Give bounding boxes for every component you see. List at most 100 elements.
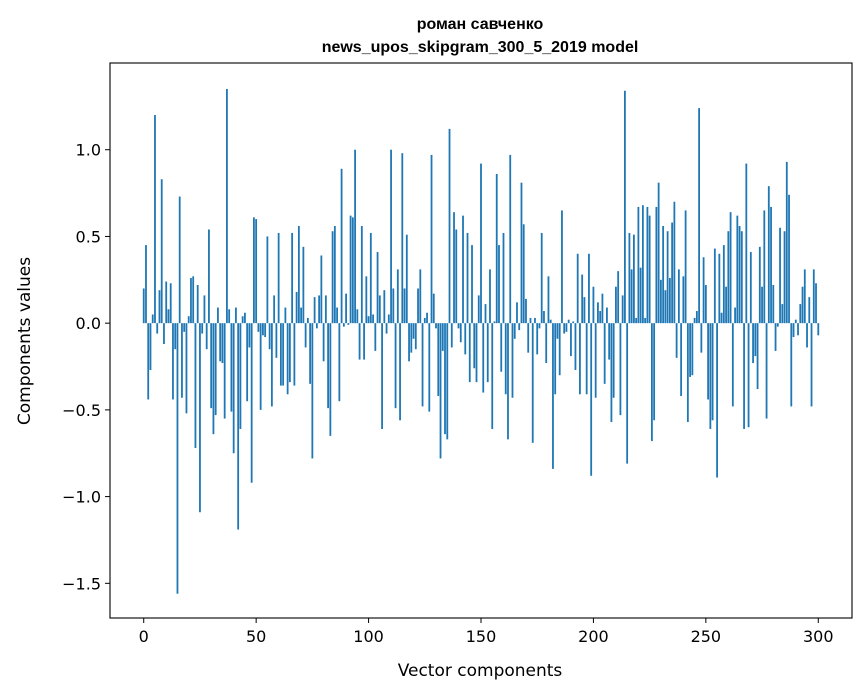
bar-33 [217,307,219,324]
bar-139 [455,229,458,324]
bar-236 [673,201,676,324]
bar-101 [369,232,372,324]
bar-79 [320,255,323,324]
bar-35 [221,323,224,364]
bar-192 [574,323,577,370]
bar-160 [502,232,505,324]
bar-179 [545,323,548,364]
bar-164 [511,323,514,398]
bar-174 [534,317,536,324]
bar-279 [770,206,772,324]
bar-199 [590,323,593,476]
bar-276 [763,210,766,324]
bar-80 [322,323,325,362]
bar-0 [142,288,145,324]
bar-84 [331,231,334,324]
bar-97 [360,226,363,324]
bar-87 [338,323,341,402]
bar-157 [495,174,498,324]
bar-72 [304,323,307,348]
bar-246 [695,311,698,324]
bar-260 [727,231,730,324]
bar-180 [547,276,550,324]
x-tick-label: 100 [353,627,384,646]
bar-5 [154,115,156,324]
bar-86 [336,307,338,324]
bar-210 [615,286,617,324]
bar-77 [315,323,318,329]
bar-143 [464,323,467,355]
y-tick-label: −0.5 [62,401,101,420]
x-axis-label: Vector components [398,661,563,681]
bar-135 [446,323,449,440]
bar-21 [190,278,192,324]
bar-280 [772,285,775,324]
bar-24 [196,285,199,324]
x-axis-ticks: 0 50 100 150 200 250 300 [139,618,834,646]
bar-272 [754,323,757,357]
x-tick-label: 150 [466,627,497,646]
bar-215 [626,323,629,464]
bar-265 [738,226,741,324]
bar-32 [214,323,217,416]
bar-190 [570,323,572,357]
bar-151 [482,323,485,393]
bar-233 [666,231,669,324]
bars-group [142,89,820,594]
bar-219 [635,317,638,324]
bar-120 [412,323,415,339]
bar-15 [176,323,179,594]
x-tick-label: 250 [691,627,722,646]
bar-68 [295,291,298,324]
bar-230 [659,279,662,324]
bar-64 [286,323,289,395]
bar-178 [543,311,545,324]
bar-277 [765,323,768,419]
bar-29 [208,229,210,324]
bar-42 [237,323,240,530]
bar-163 [509,154,512,324]
bar-131 [437,323,440,396]
bar-232 [664,290,667,324]
bar-223 [644,317,647,324]
bar-278 [767,186,770,324]
bar-261 [729,212,732,324]
bar-182 [552,323,554,469]
bar-76 [313,297,316,324]
bar-161 [504,323,507,395]
bar-240 [682,276,685,324]
bar-263 [734,307,736,324]
bar-136 [448,128,451,324]
bar-95 [356,309,359,324]
bar-12 [169,283,172,324]
bar-96 [358,323,361,360]
bar-299 [815,283,817,324]
bar-59 [275,323,278,358]
bar-73 [306,317,309,324]
bar-154 [489,269,491,324]
bar-69 [297,226,300,324]
bar-110 [390,149,392,324]
bar-267 [743,323,745,429]
bar-203 [599,311,602,324]
bar-235 [671,222,674,324]
bar-123 [419,269,422,324]
bar-150 [480,163,482,324]
bar-128 [430,154,433,324]
bar-287 [788,194,790,324]
bar-83 [329,323,332,436]
bar-216 [628,232,631,324]
bar-173 [531,323,534,443]
bar-209 [612,323,615,398]
bar-269 [747,323,750,428]
bar-271 [752,323,754,364]
bar-207 [608,323,611,360]
bar-169 [522,224,525,324]
y-tick-label: 1.0 [76,141,101,160]
bar-38 [228,309,231,324]
bar-134 [444,323,446,435]
bar-13 [172,323,174,400]
bar-218 [633,234,635,324]
bar-112 [394,323,397,409]
